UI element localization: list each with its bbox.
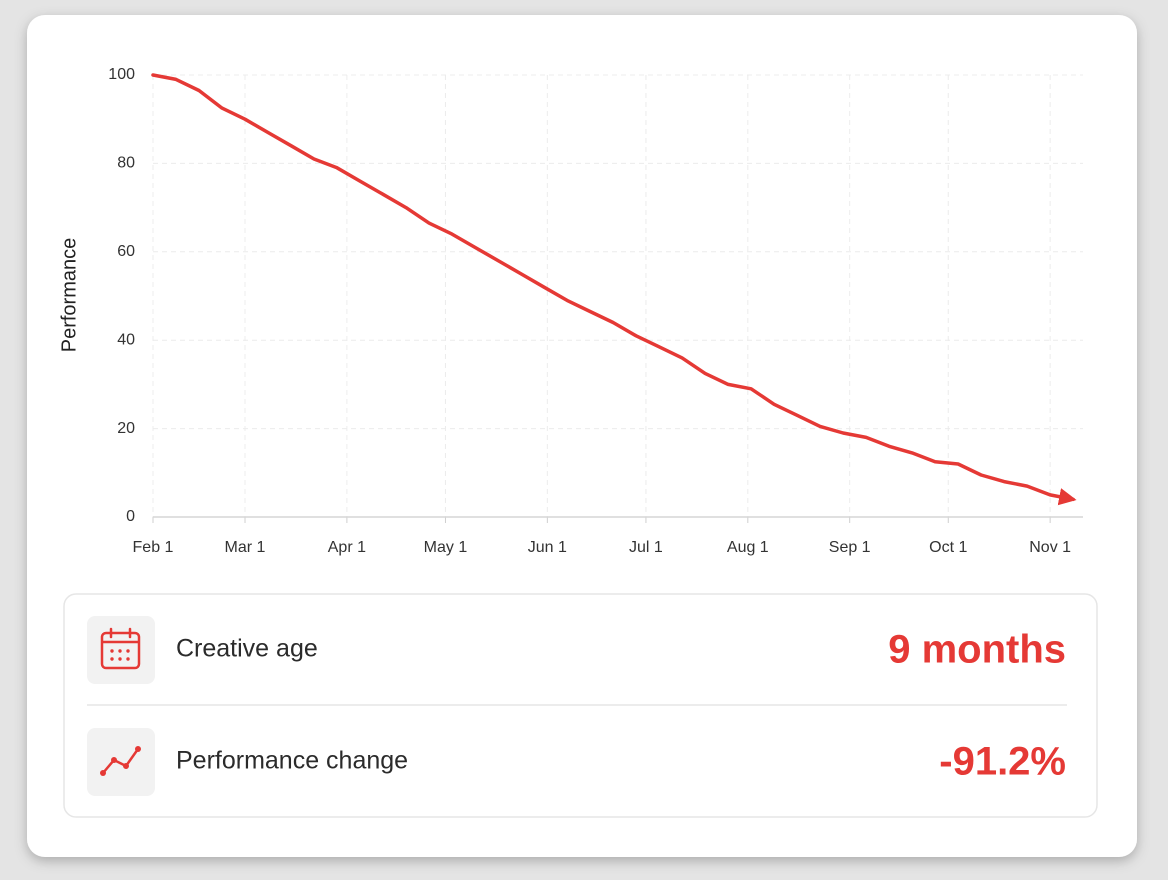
- y-tick-label: 60: [117, 243, 135, 260]
- calendar-icon: [87, 616, 155, 684]
- stat-value: 9 months: [888, 628, 1066, 672]
- x-tick-label: Jun 1: [528, 539, 567, 556]
- x-tick-label: Feb 1: [133, 539, 174, 556]
- trend-icon: [87, 728, 155, 796]
- stat-value: -91.2%: [939, 740, 1066, 784]
- x-tick-label: Aug 1: [727, 539, 769, 556]
- y-tick-label: 80: [117, 155, 135, 172]
- x-tick-label: Sep 1: [829, 539, 871, 556]
- line: [151, 73, 1077, 506]
- y-tick-label: 40: [117, 331, 135, 348]
- x-tick-label: Mar 1: [225, 539, 266, 556]
- y-tick-label: 0: [126, 508, 135, 525]
- x-tick-label: Jul 1: [629, 539, 663, 556]
- stat-label: Performance change: [176, 747, 408, 775]
- x-tick-label: Apr 1: [328, 539, 366, 556]
- x-tick-label: May 1: [424, 539, 468, 556]
- y-tick-label: 100: [108, 66, 135, 83]
- x-tick-label: Oct 1: [929, 539, 967, 556]
- stat-label: Creative age: [176, 635, 318, 663]
- y-tick-label: 20: [117, 420, 135, 437]
- plot: 0 20 40 60 80 100 Feb 1 Mar 1 Apr 1 May 1 Jun 1 Jul…: [108, 66, 1083, 556]
- y-axis-label: Performance: [58, 238, 80, 353]
- x-tick-label: Nov 1: [1029, 539, 1071, 556]
